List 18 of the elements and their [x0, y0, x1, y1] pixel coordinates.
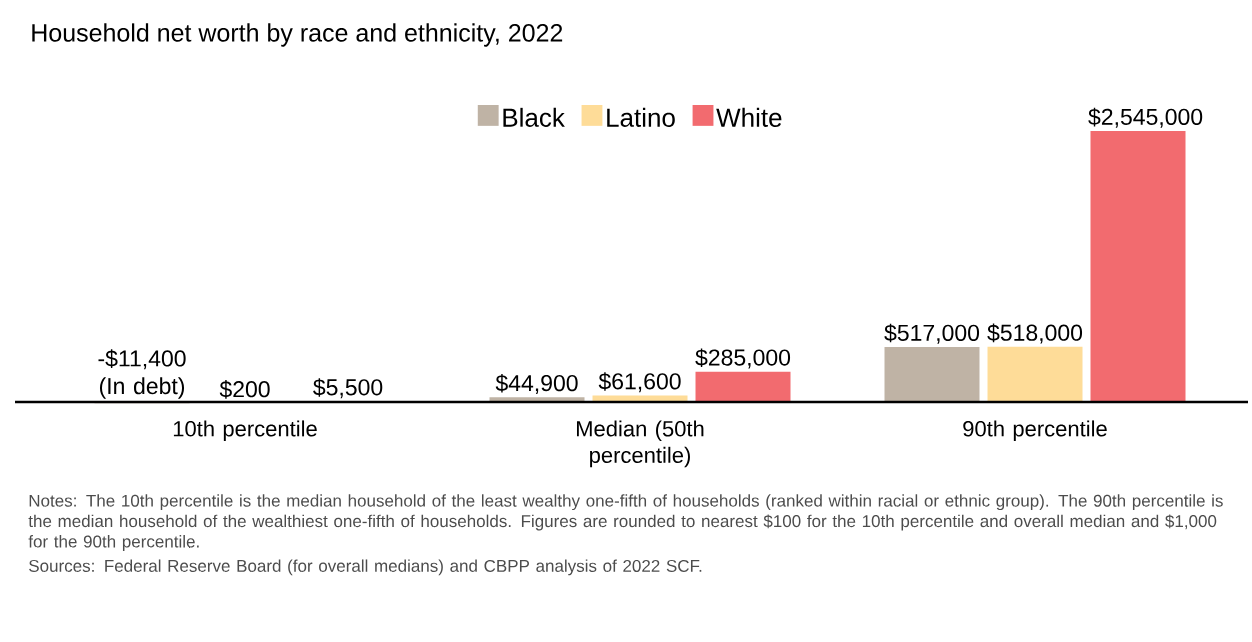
legend-label: Black: [503, 107, 565, 127]
source-note: Sources: Federal Reserve Board (for overall medians) and CBPP analysis of 2022 SCF.: [29, 559, 702, 576]
data-label: $200: [219, 380, 270, 399]
x-tick-label: 10th percentile: [173, 420, 317, 441]
data-label: $61,600: [598, 372, 681, 393]
data-label: $285,000: [695, 348, 791, 369]
data-label: $518,000: [987, 323, 1083, 344]
legend-label: Latino: [607, 107, 675, 127]
data-label: $2,545,000: [1088, 107, 1203, 128]
chart-title: Household net worth by race and ethnicity, 2022: [32, 23, 563, 47]
data-label: $44,900: [495, 373, 578, 394]
x-tick-label: Median (50th percentile): [576, 420, 704, 468]
text: Notes: The 10th percentile is the median household of the least wealthy one-fifth of households (ranked within racial or ethnic group). The 90th percentile is the median household of the wealthiest one-fifth of households. Figures are rounded to nearest $100 for the 10th percentile and overall median and $1,000 for the 90th percentile.: [28, 494, 1223, 551]
data-label: $5,500: [313, 378, 383, 399]
x-tick-label: 90th percentile: [963, 420, 1107, 441]
legend-label: White: [716, 107, 782, 127]
data-label: -$11,400 (In debt): [98, 349, 186, 399]
data-label: $517,000: [884, 323, 980, 344]
